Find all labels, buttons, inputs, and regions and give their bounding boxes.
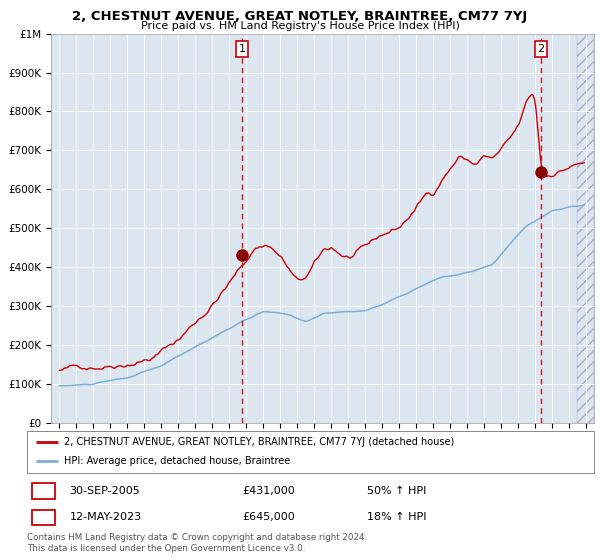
Text: 50% ↑ HPI: 50% ↑ HPI: [367, 486, 427, 496]
FancyBboxPatch shape: [32, 510, 55, 525]
Text: 1: 1: [40, 486, 47, 496]
Text: 12-MAY-2023: 12-MAY-2023: [70, 512, 142, 522]
Text: HPI: Average price, detached house, Braintree: HPI: Average price, detached house, Brai…: [64, 456, 290, 466]
Text: 1: 1: [238, 44, 245, 54]
Text: 2: 2: [538, 44, 544, 54]
Text: 18% ↑ HPI: 18% ↑ HPI: [367, 512, 427, 522]
Text: 2, CHESTNUT AVENUE, GREAT NOTLEY, BRAINTREE, CM77 7YJ: 2, CHESTNUT AVENUE, GREAT NOTLEY, BRAINT…: [73, 10, 527, 23]
Text: Price paid vs. HM Land Registry's House Price Index (HPI): Price paid vs. HM Land Registry's House …: [140, 21, 460, 31]
Text: £645,000: £645,000: [242, 512, 295, 522]
Text: Contains HM Land Registry data © Crown copyright and database right 2024.
This d: Contains HM Land Registry data © Crown c…: [27, 533, 367, 553]
Text: 2: 2: [40, 512, 47, 522]
FancyBboxPatch shape: [32, 483, 55, 499]
Text: 2, CHESTNUT AVENUE, GREAT NOTLEY, BRAINTREE, CM77 7YJ (detached house): 2, CHESTNUT AVENUE, GREAT NOTLEY, BRAINT…: [64, 437, 454, 447]
Text: 30-SEP-2005: 30-SEP-2005: [70, 486, 140, 496]
Text: £431,000: £431,000: [242, 486, 295, 496]
